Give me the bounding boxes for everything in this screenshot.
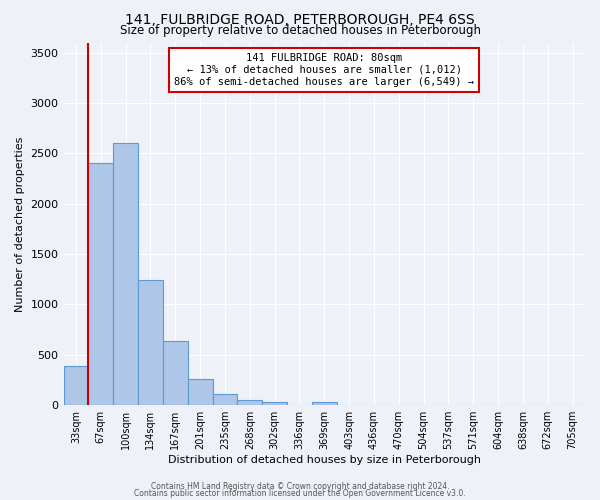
Bar	[188, 379, 212, 405]
Bar	[312, 402, 337, 405]
Bar	[238, 400, 262, 405]
X-axis label: Distribution of detached houses by size in Peterborough: Distribution of detached houses by size …	[168, 455, 481, 465]
Bar	[262, 402, 287, 405]
Bar	[113, 144, 138, 405]
Text: Size of property relative to detached houses in Peterborough: Size of property relative to detached ho…	[119, 24, 481, 37]
Bar	[212, 394, 238, 405]
Bar	[138, 280, 163, 405]
Bar	[64, 366, 88, 405]
Text: 141, FULBRIDGE ROAD, PETERBOROUGH, PE4 6SS: 141, FULBRIDGE ROAD, PETERBOROUGH, PE4 6…	[125, 12, 475, 26]
Bar	[163, 340, 188, 405]
Text: 141 FULBRIDGE ROAD: 80sqm
← 13% of detached houses are smaller (1,012)
86% of se: 141 FULBRIDGE ROAD: 80sqm ← 13% of detac…	[174, 54, 474, 86]
Text: Contains public sector information licensed under the Open Government Licence v3: Contains public sector information licen…	[134, 489, 466, 498]
Text: Contains HM Land Registry data © Crown copyright and database right 2024.: Contains HM Land Registry data © Crown c…	[151, 482, 449, 491]
Bar	[88, 164, 113, 405]
Y-axis label: Number of detached properties: Number of detached properties	[15, 136, 25, 312]
